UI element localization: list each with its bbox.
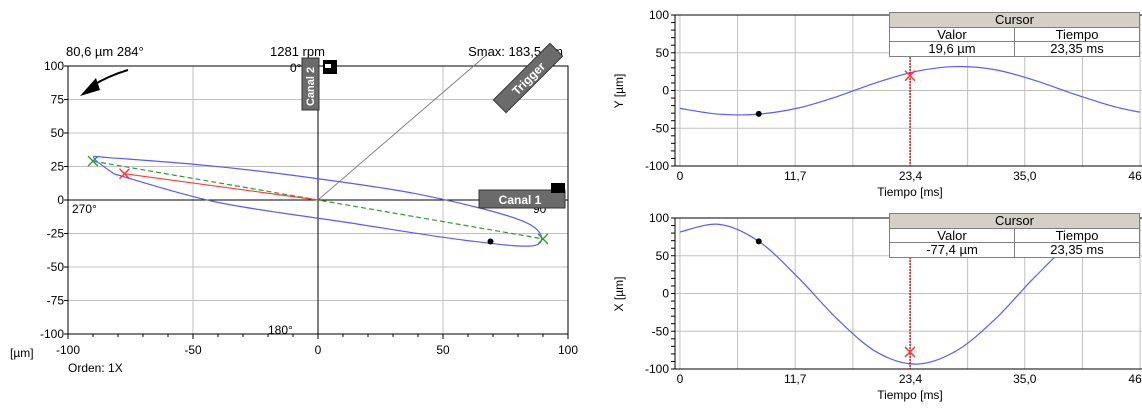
y-axis-title: Y [µm] — [612, 74, 626, 109]
orbit-y-tick-label: -100 — [40, 327, 64, 341]
x-cursor-marker — [904, 346, 916, 358]
y-x-tick-label: 23,4 — [899, 169, 923, 183]
y-y-tick-label: -100 — [645, 159, 669, 173]
orbit-order-label: Orden: 1X — [68, 361, 123, 375]
y-keyphasor-dot — [755, 110, 762, 117]
y-y-tick-label: 50 — [656, 46, 670, 60]
x-y-tick-label: -100 — [645, 362, 669, 376]
y-y-tick-label: 0 — [662, 84, 669, 98]
x-axis-title: X [µm] — [612, 277, 626, 312]
x-cursor-box: Cursor Valor Tiempo -77,4 µm 23,35 ms — [889, 213, 1140, 258]
angle-label-bottom: 180° — [268, 323, 293, 337]
orbit-cursor-marker — [118, 168, 131, 180]
x-keyphasor-dot — [755, 238, 762, 245]
x-y-tick-label: 100 — [649, 211, 669, 225]
y-cursor-value: 19,6 µm — [890, 42, 1015, 56]
x-x-tick-label: 0 — [677, 372, 684, 386]
filtered-end-marker — [537, 233, 549, 245]
x-y-tick-label: 0 — [662, 287, 669, 301]
x-x-axis-title: Tiempo [ms] — [877, 388, 943, 402]
y-x-tick-label: 35,0 — [1013, 169, 1037, 183]
channel-2-label: Canal 2 — [305, 67, 317, 106]
rotation-direction-icon — [80, 69, 129, 96]
y-cursor-marker — [904, 70, 916, 82]
x-x-tick-label: 35,0 — [1013, 372, 1037, 386]
x-x-tick-label: 23,4 — [899, 372, 923, 386]
orbit-cursor-line — [124, 173, 319, 201]
orbit-plot[interactable]: 100 75 50 25 0 -25 -50 -75 -100 -100 -50 0 50 100 80,… — [0, 0, 585, 405]
y-cursor-col-value: Valor — [890, 28, 1015, 42]
y-x-tick-label: 46,7 — [1128, 169, 1142, 183]
orbit-y-tick-label: 50 — [51, 126, 65, 140]
channel-2-tag[interactable]: Canal 2 — [301, 57, 337, 111]
angle-label-left: 270° — [72, 202, 97, 216]
orbit-x-tick-label: -100 — [56, 343, 80, 357]
y-ticks: 100 50 0 -50 -100 0 11,7 23,4 35,0 46,7 — [645, 8, 1142, 183]
filtered-end-marker — [87, 155, 99, 167]
y-x-tick-label: 11,7 — [784, 169, 807, 183]
orbit-y-tick-label: -75 — [47, 294, 65, 308]
y-y-tick-label: -50 — [652, 121, 670, 135]
x-cursor-col-value: Valor — [890, 229, 1015, 243]
y-cursor-col-time: Tiempo — [1015, 28, 1139, 42]
angle-label-top: 0° — [290, 61, 302, 75]
orbit-plot-panel: 100 75 50 25 0 -25 -50 -75 -100 -100 -50 0 50 100 80,… — [0, 0, 585, 405]
y-cursor-title: Cursor — [890, 13, 1139, 28]
y-cursor-box: Cursor Valor Tiempo 19,6 µm 23,35 ms — [889, 12, 1140, 57]
orbit-x-tick-label: 50 — [436, 343, 450, 357]
orbit-x-tick-label: 0 — [315, 343, 322, 357]
orbit-y-tick-label: 75 — [51, 93, 65, 107]
x-cursor-col-time: Tiempo — [1015, 229, 1139, 243]
orbit-x-tick-label: 100 — [558, 343, 578, 357]
orbit-series — [87, 54, 549, 247]
trigger-line — [317, 54, 487, 201]
orbit-y-tick-label: 0 — [57, 193, 64, 207]
y-cursor-time: 23,35 ms — [1050, 41, 1104, 56]
orbit-y-tick-label: 100 — [44, 59, 64, 73]
channel-1-tag[interactable]: Canal 1 — [478, 183, 566, 209]
orbit-ticks: 100 75 50 25 0 -25 -50 -75 -100 -100 -50 0 50 100 — [40, 59, 578, 357]
orbit-header-rpm: 1281 rpm — [270, 44, 325, 59]
x-time-plot-panel: 100 50 0 -50 -100 0 11,7 23,4 35,0 46,7 X [µm] Ti… — [595, 205, 1142, 405]
x-x-tick-label: 46,7 — [1128, 372, 1142, 386]
orbit-x-tick-label: -50 — [184, 343, 202, 357]
x-y-tick-label: -50 — [652, 324, 670, 338]
x-cursor-time: 23,35 ms — [1050, 242, 1104, 257]
orbit-y-tick-label: 25 — [51, 160, 65, 174]
y-time-plot-panel: 100 50 0 -50 -100 0 11,7 23,4 35,0 46,7 Y [µm] Ti… — [595, 0, 1142, 202]
x-x-tick-label: 11,7 — [784, 372, 807, 386]
orbit-header-amplitude: 80,6 µm 284° — [66, 44, 144, 59]
orbit-curve — [93, 155, 543, 247]
orbit-y-tick-label: -50 — [47, 260, 65, 274]
y-y-tick-label: 100 — [649, 8, 669, 22]
x-cursor-value: -77,4 µm — [890, 243, 1015, 257]
orbit-keyphasor-dot — [487, 238, 494, 245]
x-cursor-title: Cursor — [890, 214, 1139, 229]
y-x-axis-title: Tiempo [ms] — [877, 185, 943, 199]
x-y-tick-label: 50 — [656, 249, 670, 263]
orbit-y-tick-label: -25 — [47, 227, 65, 241]
channel-1-label: Canal 1 — [499, 193, 542, 207]
x-ticks: 100 50 0 -50 -100 0 11,7 23,4 35,0 46,7 — [645, 211, 1142, 386]
y-x-tick-label: 0 — [677, 169, 684, 183]
orbit-unit-label: [µm] — [10, 346, 34, 360]
